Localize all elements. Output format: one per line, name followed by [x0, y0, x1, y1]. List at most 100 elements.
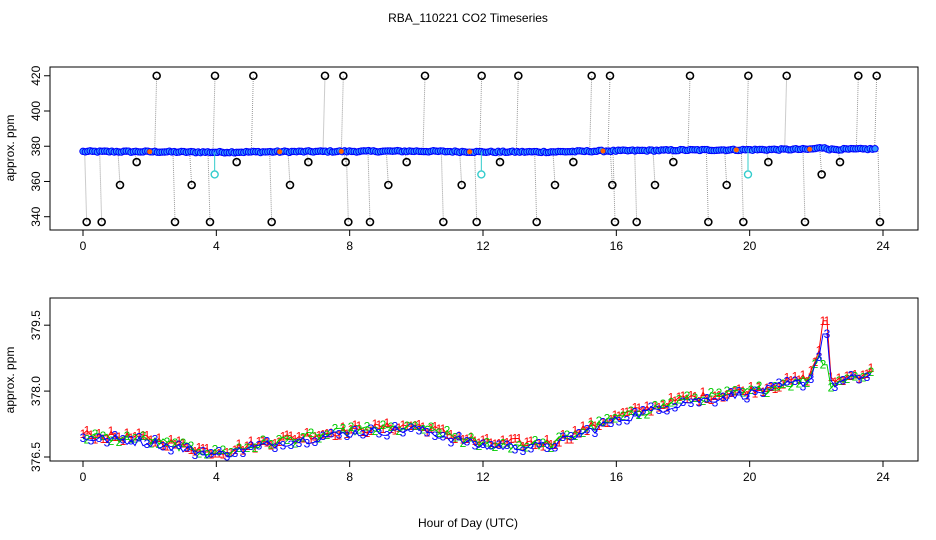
top-spike-line-32: [607, 75, 611, 151]
bottom-series-1-label-133: 1: [612, 408, 619, 422]
bottom-series-1-label-34: 1: [216, 447, 223, 461]
bottom-series-1-label-16: 1: [144, 429, 151, 443]
top-spike-marker-3: [132, 157, 141, 167]
bottom-series-2-label-89: 2: [436, 426, 443, 440]
top-spike-line-26: [497, 151, 501, 163]
bottom-series-2-label-23: 2: [172, 436, 179, 450]
bottom-series-3-label-58: 3: [312, 435, 319, 449]
top-accent-point-2: [338, 148, 344, 154]
top-spike-marker-41: [739, 217, 748, 227]
top-spike-line-6: [189, 151, 193, 186]
bottom-series-1-label-40: 1: [240, 443, 247, 457]
bottom-series-3-label-86: 3: [424, 426, 431, 440]
top-spike-line-11: [269, 151, 273, 223]
top-accent-point-0: [147, 149, 153, 155]
top-spike-marker-4: [152, 71, 161, 81]
top-spike-line-15: [340, 75, 344, 152]
bottom-series-2-label-65: 2: [340, 421, 347, 435]
bottom-series-3-label-48: 3: [272, 441, 279, 455]
bottom-series-1-label-171: 1: [764, 381, 771, 395]
bottom-series-2-label-11: 2: [124, 429, 131, 443]
bottom-series-1-label-155: 1: [700, 385, 707, 399]
bottom-series-2-label-157: 2: [708, 386, 715, 400]
bottom-series-1-label-98: 1: [472, 434, 479, 448]
bottom-series-3-label-46: 3: [264, 435, 271, 449]
bottom-series-1-label-2: 1: [88, 428, 95, 442]
bottom-series-1-label-148: 1: [672, 394, 679, 408]
top-spike-marker-30: [569, 157, 578, 167]
x-axis-label: Hour of Day (UTC): [418, 516, 518, 530]
bottom-plot-frame: [49, 297, 919, 462]
bottom-series-1-label-157: 1: [708, 393, 715, 407]
bottom-series-3-label-126: 3: [584, 422, 591, 436]
bottom-series-1-label-72: 1: [368, 424, 375, 438]
bottom-series-3-label-88: 3: [432, 429, 439, 443]
bottom-series-1-label-27: 1: [188, 443, 195, 457]
top-spike-line-12: [287, 151, 291, 186]
bottom-series-1-label-183: 1: [812, 355, 819, 369]
bottom-series-3-label-174: 3: [776, 376, 783, 390]
bottom-series-1-label-89: 1: [436, 422, 443, 436]
bottom-series-3-label-128: 3: [592, 426, 599, 440]
bottom-series-2-label-109: 2: [516, 438, 523, 452]
bottom-series-1-label-32: 1: [208, 448, 215, 462]
bottom-series-1-label-127: 1: [588, 415, 595, 429]
bottom-series-2-label-119: 2: [556, 430, 563, 444]
top-spike-marker-5: [170, 217, 180, 227]
bottom-series-1-label-164: 1: [736, 382, 743, 396]
bottom-series-3-label-130: 3: [600, 415, 607, 429]
bottom-series-2-label-73: 2: [372, 424, 379, 438]
bottom-series-2-label-123: 2: [572, 429, 579, 443]
bottom-series-1-label-76: 1: [384, 416, 391, 430]
top-spike-line-41: [740, 149, 744, 223]
bottom-series-2-label-143: 2: [652, 398, 659, 412]
bottom-series-1-label-1: 1: [84, 423, 91, 437]
bottom-series-2-label-193: 2: [852, 369, 859, 383]
bottom-y-axis-label: approx. ppm: [3, 347, 17, 414]
top-spike-marker-36: [650, 180, 660, 190]
bottom-series-1-label-120: 1: [560, 427, 567, 441]
bottom-series-1-label-79: 1: [396, 421, 403, 435]
bottom-series-1-label-191: 1: [844, 369, 851, 383]
bottom-series-2-label-29: 2: [196, 446, 203, 460]
bottom-series-3-label-100: 3: [480, 437, 487, 451]
bottom-x-axis: 0 4 8 12 16 20 24: [80, 461, 890, 484]
bottom-series-2-label-163: 2: [732, 383, 739, 397]
bottom-series-3-label-122: 3: [568, 430, 575, 444]
top-spike-marker-31: [587, 71, 596, 81]
bottom-series-1-label-152: 1: [688, 389, 695, 403]
top-spike-marker-45: [800, 217, 810, 227]
top-x-tick-label-4: 16: [610, 239, 624, 253]
bottom-series-2-label-35: 2: [220, 443, 227, 457]
top-spike-line-13: [305, 151, 309, 163]
bottom-series-3-label-50: 3: [280, 439, 287, 453]
bottom-x-tick-label-5: 20: [743, 470, 757, 484]
bottom-series-1-label-6: 1: [104, 432, 111, 446]
bottom-series-1-label-88: 1: [432, 420, 439, 434]
top-panel: 0 4 8 12 16 20 24 340 360 380 400 420 approx. ppm: [3, 65, 919, 253]
bottom-x-tick-label-4: 16: [610, 470, 624, 484]
bottom-series-3-label-28: 3: [192, 448, 199, 462]
bottom-series-3-label-0: 3: [80, 431, 87, 445]
top-spike-marker-44: [782, 71, 791, 81]
bottom-series-1-label-10: 1: [120, 434, 127, 448]
bottom-series-1-label-44: 1: [256, 434, 263, 448]
top-x-tick-label-1: 4: [213, 239, 220, 253]
top-spike-line-40: [724, 149, 728, 186]
top-spike-line-5: [172, 151, 176, 223]
bottom-series-3-label-120: 3: [560, 430, 567, 444]
bottom-y-axis: 376.5 378.0 379.5: [29, 310, 50, 472]
bottom-series-2-label-185: 2: [820, 358, 827, 372]
bottom-series-1-label-74: 1: [376, 418, 383, 432]
top-spike-line-28: [534, 151, 538, 223]
bottom-series-1-label-61: 1: [324, 426, 331, 440]
top-spike-marker-9: [232, 157, 241, 167]
bottom-series-3-label-90: 3: [440, 430, 447, 444]
bottom-series-1-label-41: 1: [244, 439, 251, 453]
bottom-series-3-label-64: 3: [336, 428, 343, 442]
top-data-layer: [79, 71, 885, 227]
bottom-series-3-label-34: 3: [216, 444, 223, 458]
top-spike-marker-48: [854, 71, 863, 81]
bottom-series-1-label-100: 1: [480, 433, 487, 447]
bottom-panel: 1111111111111111111111111111111111111111…: [3, 297, 919, 484]
